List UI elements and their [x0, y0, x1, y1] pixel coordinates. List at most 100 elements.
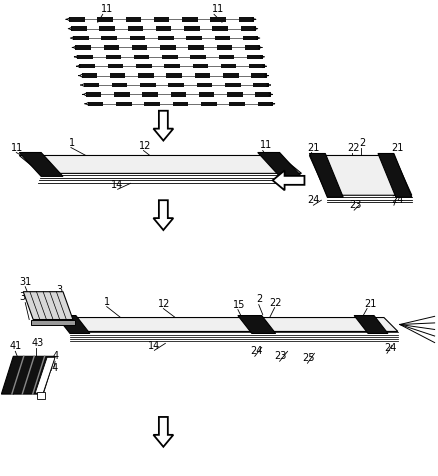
Bar — [114, 92, 129, 97]
Bar — [238, 17, 254, 21]
Bar — [162, 55, 177, 59]
Polygon shape — [153, 111, 173, 140]
Bar — [220, 64, 236, 69]
Bar — [198, 92, 214, 97]
Polygon shape — [1, 357, 55, 394]
Bar — [223, 73, 238, 78]
Text: 24: 24 — [383, 343, 396, 353]
Bar — [127, 27, 143, 31]
Text: 31: 31 — [19, 292, 32, 302]
Bar — [155, 27, 171, 31]
Bar — [110, 73, 125, 78]
Bar — [144, 101, 159, 106]
Bar — [129, 36, 145, 40]
Polygon shape — [272, 170, 304, 190]
Polygon shape — [153, 200, 173, 230]
Bar — [107, 64, 123, 69]
Text: 23: 23 — [348, 200, 361, 210]
Text: 22: 22 — [346, 142, 359, 152]
Bar — [226, 92, 242, 97]
Bar — [251, 73, 266, 78]
Bar — [134, 55, 149, 59]
Bar — [192, 64, 208, 69]
Polygon shape — [309, 153, 343, 197]
Bar — [225, 83, 240, 87]
Text: 1: 1 — [69, 138, 75, 148]
Text: 12: 12 — [138, 140, 151, 150]
Bar — [184, 27, 199, 31]
Text: 11: 11 — [259, 139, 272, 149]
Bar — [85, 92, 101, 97]
Bar — [253, 83, 268, 87]
Bar — [101, 36, 117, 40]
Text: 11: 11 — [212, 4, 224, 14]
Text: 21: 21 — [307, 142, 319, 152]
Bar — [190, 55, 205, 59]
Bar — [172, 101, 188, 106]
Text: 14: 14 — [110, 180, 123, 190]
Bar — [73, 36, 88, 40]
Bar — [136, 64, 151, 69]
Polygon shape — [35, 357, 55, 393]
Text: 21: 21 — [390, 142, 403, 152]
Bar — [257, 101, 272, 106]
Bar — [116, 101, 131, 106]
Text: 2: 2 — [358, 138, 364, 148]
Bar — [77, 55, 93, 59]
Polygon shape — [153, 417, 173, 447]
Text: 11: 11 — [45, 302, 57, 312]
Polygon shape — [19, 152, 63, 177]
Bar — [240, 27, 256, 31]
Text: 2: 2 — [255, 294, 261, 304]
Polygon shape — [37, 392, 45, 399]
Bar — [164, 64, 180, 69]
Text: 14: 14 — [148, 341, 160, 351]
Bar — [153, 17, 169, 21]
Bar — [194, 73, 210, 78]
Bar — [244, 45, 260, 50]
Bar — [196, 83, 212, 87]
Bar — [168, 83, 184, 87]
Text: 41: 41 — [9, 381, 21, 391]
Bar — [138, 73, 153, 78]
Text: 31: 31 — [19, 277, 32, 287]
Polygon shape — [257, 152, 301, 177]
Bar — [160, 45, 175, 50]
Bar — [242, 36, 258, 40]
Text: 12: 12 — [158, 298, 170, 308]
Bar — [166, 73, 181, 78]
Bar — [84, 83, 99, 87]
Text: 41: 41 — [9, 341, 21, 351]
Bar — [99, 27, 115, 31]
Bar — [97, 17, 113, 21]
Text: 25: 25 — [302, 353, 314, 363]
Bar — [214, 36, 230, 40]
Polygon shape — [31, 319, 75, 326]
Bar — [75, 45, 91, 50]
Polygon shape — [377, 153, 411, 197]
Bar — [182, 17, 197, 21]
Text: 24: 24 — [390, 195, 403, 205]
Text: 42: 42 — [9, 361, 21, 371]
Bar — [106, 55, 121, 59]
Bar — [229, 101, 244, 106]
Text: 4: 4 — [53, 351, 59, 361]
Text: 22: 22 — [269, 298, 282, 307]
Bar — [69, 17, 85, 21]
Polygon shape — [309, 156, 411, 195]
Bar — [216, 45, 232, 50]
Text: 44: 44 — [46, 363, 58, 373]
Bar — [142, 92, 158, 97]
Text: 3: 3 — [56, 285, 62, 295]
Polygon shape — [19, 156, 301, 173]
Bar — [170, 92, 186, 97]
Text: 23: 23 — [274, 351, 286, 361]
Text: 43: 43 — [31, 338, 43, 348]
Bar — [71, 27, 86, 31]
Polygon shape — [23, 292, 73, 319]
Bar — [158, 36, 173, 40]
Bar — [247, 55, 262, 59]
Text: 1: 1 — [103, 297, 110, 307]
Bar — [188, 45, 204, 50]
Bar — [212, 27, 227, 31]
